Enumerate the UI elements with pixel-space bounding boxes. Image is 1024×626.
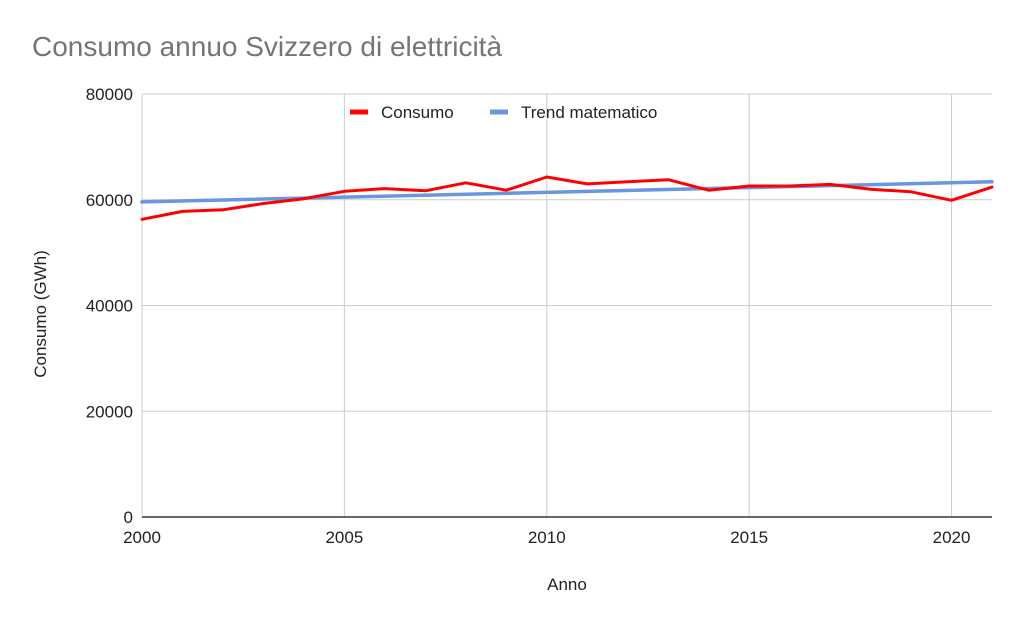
x-tick-label: 2015 [730,528,768,547]
x-tick-label: 2000 [123,528,161,547]
x-tick-label: 2005 [325,528,363,547]
y-tick-label: 0 [124,508,133,527]
y-tick-label: 20000 [86,402,133,421]
x-tick-labels: 2000 2005 2010 2015 2020 [123,528,970,547]
y-tick-labels: 0 20000 40000 60000 80000 [86,85,133,527]
series-line-consumo [140,175,994,221]
legend: Consumo Trend matematico [350,103,657,122]
y-tick-label: 80000 [86,85,133,104]
y-tick-label: 60000 [86,191,133,210]
legend-label-consumo: Consumo [381,103,454,122]
legend-label-trend: Trend matematico [521,103,657,122]
x-axis-label: Anno [547,575,587,594]
x-tick-label: 2010 [528,528,566,547]
series-line-trend-matematico [140,180,994,204]
chart-title: Consumo annuo Svizzero di elettricità [32,31,502,62]
x-tick-label: 2020 [933,528,971,547]
y-tick-label: 40000 [86,297,133,316]
y-axis-label: Consumo (GWh) [31,250,50,378]
grid [141,93,992,517]
series-layer [140,175,994,221]
